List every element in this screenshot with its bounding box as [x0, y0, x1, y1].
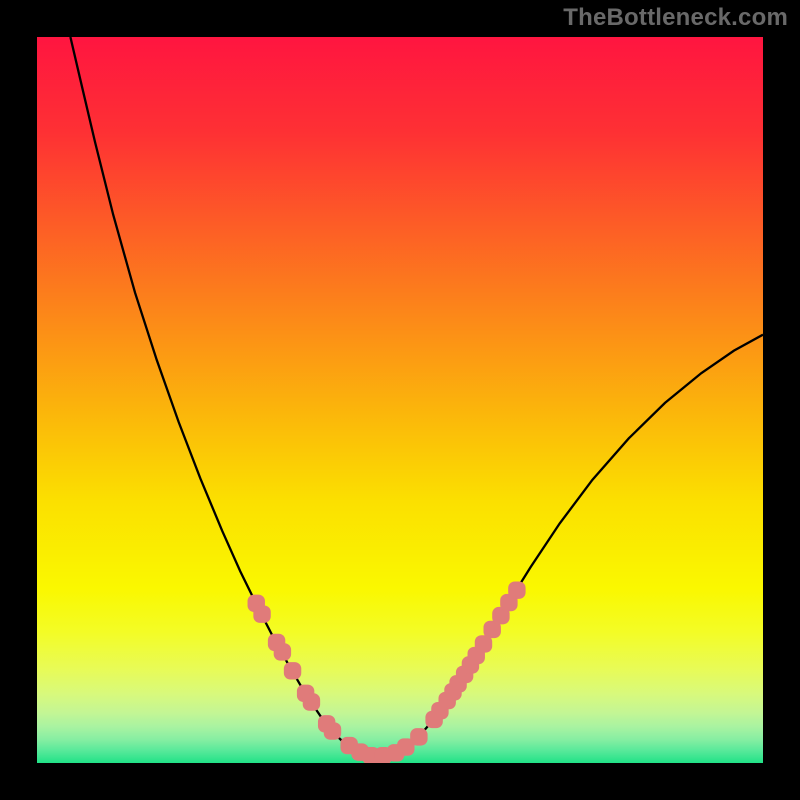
curve-marker: [410, 728, 427, 745]
bottleneck-chart: [37, 37, 763, 763]
curve-marker: [508, 582, 525, 599]
curve-marker: [324, 722, 341, 739]
curve-marker: [284, 662, 301, 679]
chart-frame: TheBottleneck.com: [0, 0, 800, 800]
curve-marker: [253, 605, 270, 622]
curve-marker: [303, 693, 320, 710]
plot-background: [37, 37, 763, 763]
watermark-text: TheBottleneck.com: [563, 4, 788, 32]
curve-marker: [274, 643, 291, 660]
